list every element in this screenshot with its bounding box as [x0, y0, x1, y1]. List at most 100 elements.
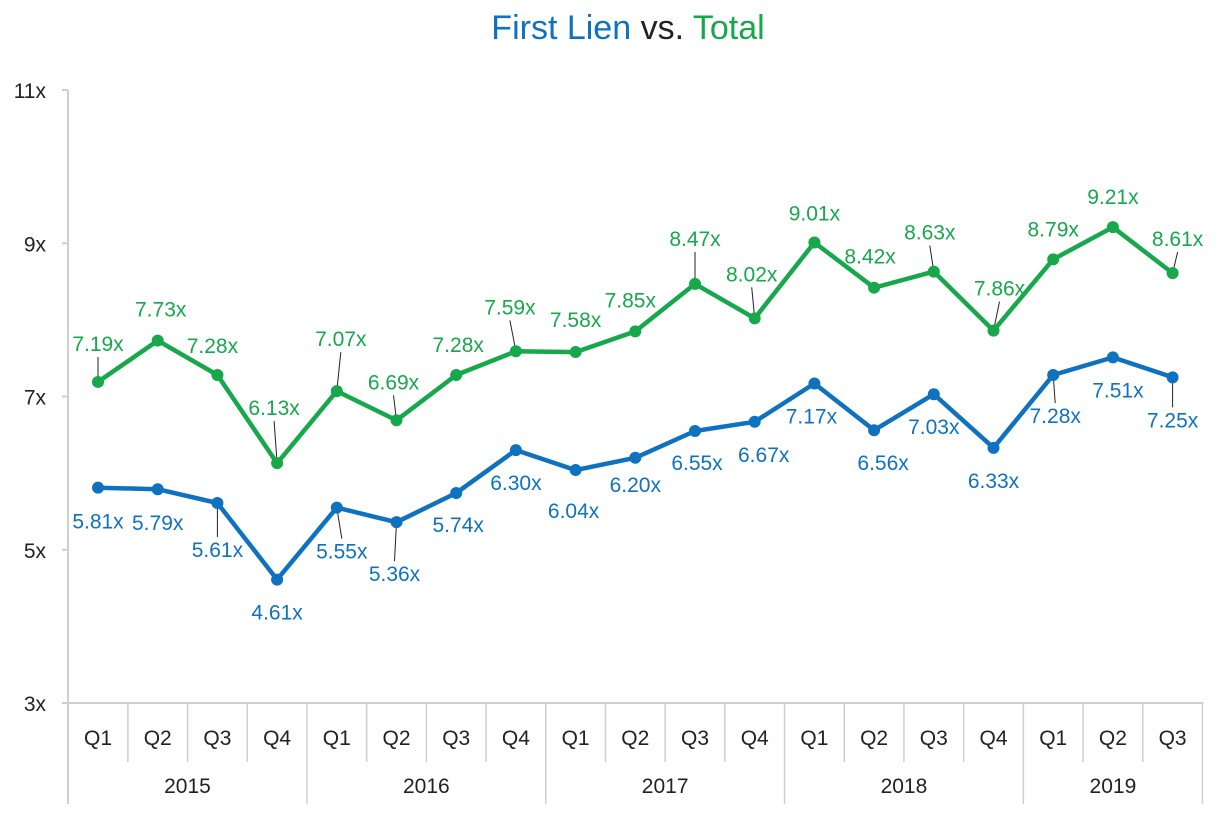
series-line-first-lien — [95, 355, 1175, 582]
data-label: 5.61x — [192, 539, 244, 562]
data-label: 6.20x — [610, 474, 662, 497]
x-tick-label: Q1 — [1039, 727, 1067, 750]
data-label: 7.58x — [550, 309, 602, 332]
x-tick-label: Q3 — [203, 727, 231, 750]
data-point — [211, 497, 224, 510]
year-label: 2018 — [881, 775, 928, 798]
year-label: 2017 — [642, 775, 689, 798]
x-tick-label: Q1 — [323, 727, 351, 750]
data-label: 7.28x — [187, 335, 239, 358]
data-point — [271, 573, 284, 586]
chart-title: First Lien vs. Total — [491, 9, 764, 47]
x-tick-label: Q4 — [741, 727, 769, 750]
data-point — [808, 377, 821, 390]
label-leader-line — [336, 352, 342, 392]
y-tick-label: 11x — [14, 80, 47, 103]
data-label: 7.51x — [1092, 379, 1144, 402]
data-label: 5.36x — [369, 563, 421, 586]
y-tick-label: 9x — [24, 233, 47, 256]
x-tick-label: Q4 — [502, 727, 530, 750]
data-point — [92, 481, 104, 494]
data-label: 6.30x — [490, 472, 542, 495]
data-label: 7.19x — [72, 333, 124, 356]
data-point — [1047, 253, 1060, 266]
data-label: 7.85x — [605, 289, 657, 312]
data-label: 7.73x — [135, 299, 187, 322]
title-first-lien: First Lien — [491, 9, 631, 47]
data-label: 8.02x — [726, 263, 778, 286]
data-point — [390, 516, 403, 529]
x-tick-label: Q1 — [800, 727, 828, 750]
data-label: 8.79x — [1028, 218, 1080, 241]
data-point — [689, 277, 701, 290]
x-tick-label: Q2 — [382, 727, 410, 750]
data-label: 5.74x — [433, 514, 485, 537]
y-tick-label: 3x — [24, 693, 47, 716]
data-point — [1166, 371, 1179, 384]
data-point — [92, 375, 104, 388]
x-tick-label: Q3 — [681, 727, 709, 750]
data-points — [92, 221, 1179, 586]
data-label: 6.55x — [671, 452, 723, 475]
data-label: 6.56x — [857, 452, 909, 475]
data-label: 8.61x — [1152, 228, 1204, 251]
data-point — [151, 483, 164, 496]
data-point — [330, 501, 343, 514]
data-label: 7.17x — [786, 405, 838, 428]
data-label: 7.03x — [908, 416, 960, 439]
x-tick-label: Q3 — [442, 727, 470, 750]
data-point — [987, 324, 1000, 337]
label-leader-lines — [97, 245, 1179, 562]
axes: 3x 5x 7x 9x 11x Q1 Q2 Q3 Q4 Q1 Q2 Q3 Q4 Q1 Q2 Q3 Q4 Q1 Q2 Q… — [14, 80, 1204, 804]
data-point — [509, 444, 522, 457]
x-tick-label: Q1 — [562, 727, 590, 750]
data-label: 5.79x — [132, 512, 184, 535]
data-point — [987, 441, 1000, 454]
data-label: 6.67x — [738, 444, 790, 467]
title-vs: vs. — [631, 9, 693, 47]
x-tick-label: Q4 — [979, 727, 1007, 750]
data-point — [927, 265, 940, 278]
data-point — [569, 346, 582, 359]
x-tick-label: Q2 — [144, 727, 172, 750]
data-point — [868, 281, 881, 294]
data-label: 9.21x — [1087, 186, 1139, 209]
data-label: 7.59x — [484, 296, 536, 319]
data-point — [629, 325, 642, 338]
data-point — [927, 388, 940, 401]
label-leader-line — [394, 522, 397, 562]
data-point — [1106, 351, 1119, 364]
year-label: 2015 — [164, 775, 211, 798]
y-tick-label: 5x — [24, 540, 47, 563]
data-label: 6.69x — [368, 371, 420, 394]
x-tick-label: Q2 — [1099, 727, 1127, 750]
data-point — [748, 312, 761, 325]
data-point — [1166, 267, 1179, 280]
data-label: 9.01x — [789, 202, 841, 225]
data-point — [271, 457, 284, 470]
data-label: 6.04x — [548, 500, 600, 523]
data-point — [390, 414, 403, 427]
data-label: 6.33x — [968, 470, 1020, 493]
data-point — [1047, 369, 1060, 382]
data-label: 7.86x — [974, 278, 1026, 301]
data-point — [509, 345, 522, 358]
data-label: 8.42x — [844, 246, 896, 269]
title-total: Total — [693, 9, 765, 47]
x-tick-label: Q2 — [860, 727, 888, 750]
x-tick-label: Q1 — [84, 727, 112, 750]
y-tick-label: 7x — [24, 387, 47, 410]
data-label: 7.25x — [1147, 409, 1199, 432]
x-tick-label: Q3 — [920, 727, 948, 750]
x-tick-label: Q4 — [263, 727, 291, 750]
data-point — [689, 424, 701, 437]
data-label: 7.07x — [315, 328, 367, 351]
data-point — [629, 451, 642, 464]
data-point — [211, 369, 224, 382]
data-point — [868, 424, 881, 437]
data-label: 5.55x — [316, 541, 368, 564]
data-point — [450, 369, 463, 382]
year-label: 2019 — [1090, 775, 1137, 798]
